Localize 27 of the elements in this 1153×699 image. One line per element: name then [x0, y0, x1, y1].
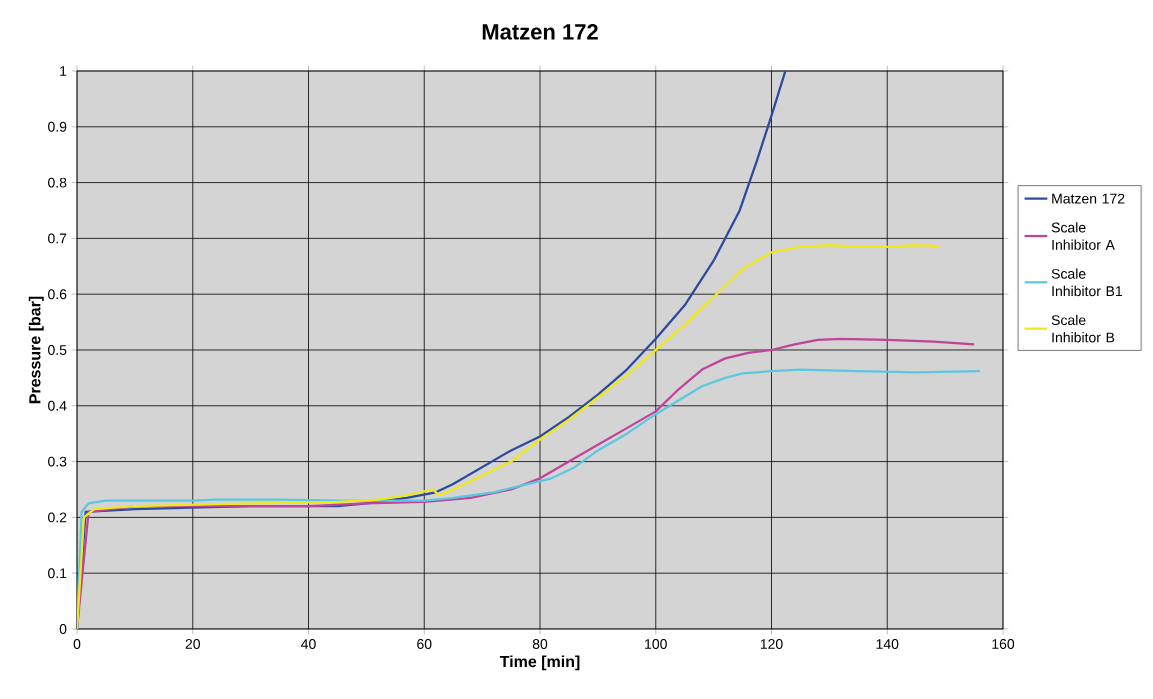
- x-tick-label: 20: [185, 639, 200, 649]
- legend-label: Scale Inhibitor B: [1051, 314, 1115, 343]
- y-tick-label: 0.6: [48, 289, 67, 300]
- y-tick-label: 0.3: [48, 456, 67, 467]
- x-tick-label: 80: [532, 639, 548, 649]
- y-tick-label: 0.4: [48, 400, 67, 411]
- y-tick-label: 1: [60, 66, 67, 76]
- y-tick-label: 0.8: [48, 177, 67, 188]
- x-tick-label: 60: [417, 639, 432, 649]
- y-axis-title: Pressure [bar]: [28, 296, 44, 404]
- y-tick-label: 0: [59, 624, 67, 634]
- x-tick-label: 40: [301, 639, 316, 649]
- y-tick-label: 0.1: [48, 568, 67, 579]
- x-tick-label: 160: [992, 639, 1015, 649]
- y-tick-label: 0.7: [48, 233, 67, 244]
- y-tick-label: 0.9: [48, 121, 67, 132]
- x-tick-label: 0: [73, 639, 81, 649]
- legend-label: Scale Inhibitor B1: [1051, 268, 1123, 297]
- legend-label: Matzen 172: [1052, 193, 1125, 204]
- y-tick-label: 0.2: [48, 512, 67, 523]
- x-tick-label: 140: [876, 639, 899, 649]
- x-tick-label: 120: [760, 639, 783, 649]
- x-axis-title: Time [min]: [499, 655, 580, 671]
- y-tick-label: 0.5: [48, 345, 67, 355]
- x-tick-label: 100: [645, 639, 667, 649]
- legend-label: Scale Inhibitor A: [1051, 222, 1115, 250]
- chart-title: Matzen 172: [482, 24, 598, 40]
